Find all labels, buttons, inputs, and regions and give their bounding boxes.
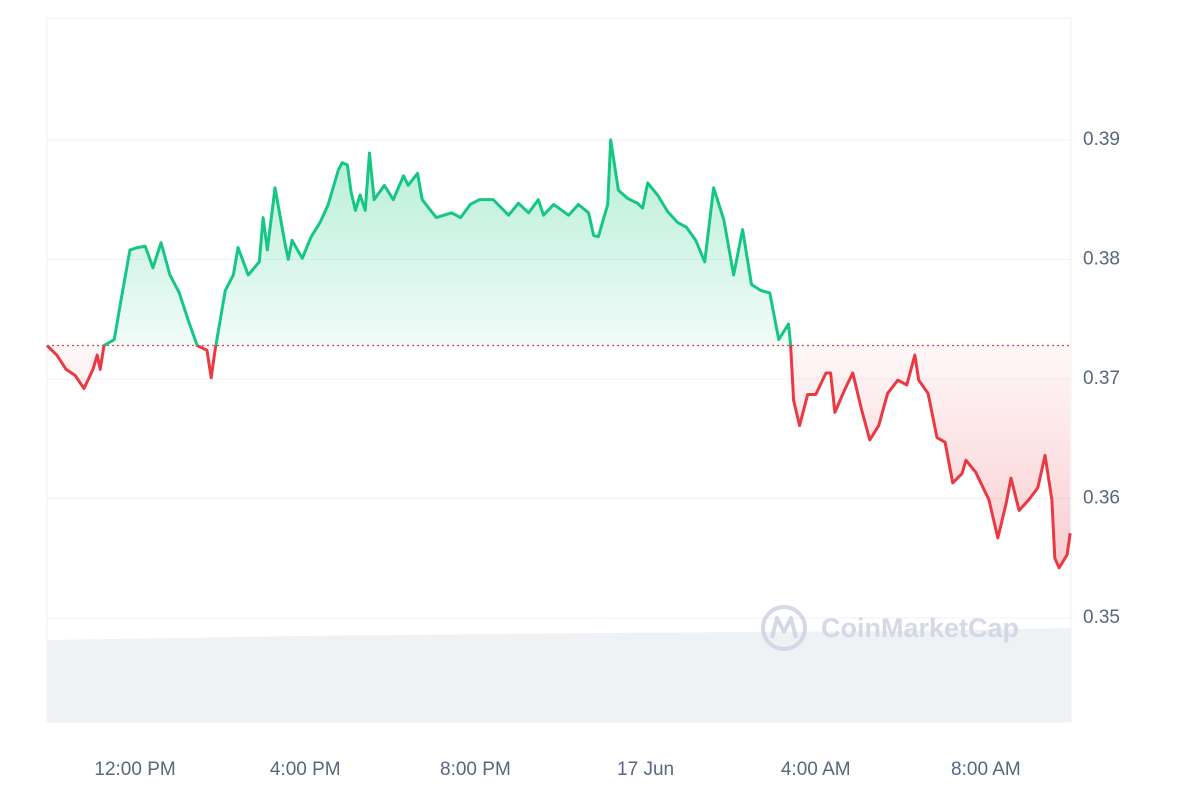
x-tick-label: 4:00 PM: [270, 759, 341, 780]
watermark: CoinMarketCap: [761, 605, 1019, 651]
x-tick-label: 12:00 PM: [94, 759, 175, 780]
y-tick-label: 0.38: [1083, 248, 1120, 269]
y-tick-label: 0.37: [1083, 368, 1120, 389]
x-tick-label: 17 Jun: [617, 759, 674, 780]
x-tick-label: 4:00 AM: [781, 759, 851, 780]
area-fill: [47, 139, 1071, 568]
x-tick-label: 8:00 AM: [951, 759, 1021, 780]
watermark-icon: [761, 605, 807, 651]
watermark-icon-mark: [770, 616, 798, 639]
y-tick-label: 0.35: [1083, 607, 1120, 628]
price-line: [45, 138, 1072, 570]
x-tick-label: 8:00 PM: [440, 759, 511, 780]
y-tick-label: 0.39: [1083, 129, 1120, 150]
watermark-text: CoinMarketCap: [821, 613, 1019, 643]
plot: [45, 138, 1072, 570]
y-tick-label: 0.36: [1083, 488, 1120, 509]
volume-band: [47, 628, 1071, 722]
